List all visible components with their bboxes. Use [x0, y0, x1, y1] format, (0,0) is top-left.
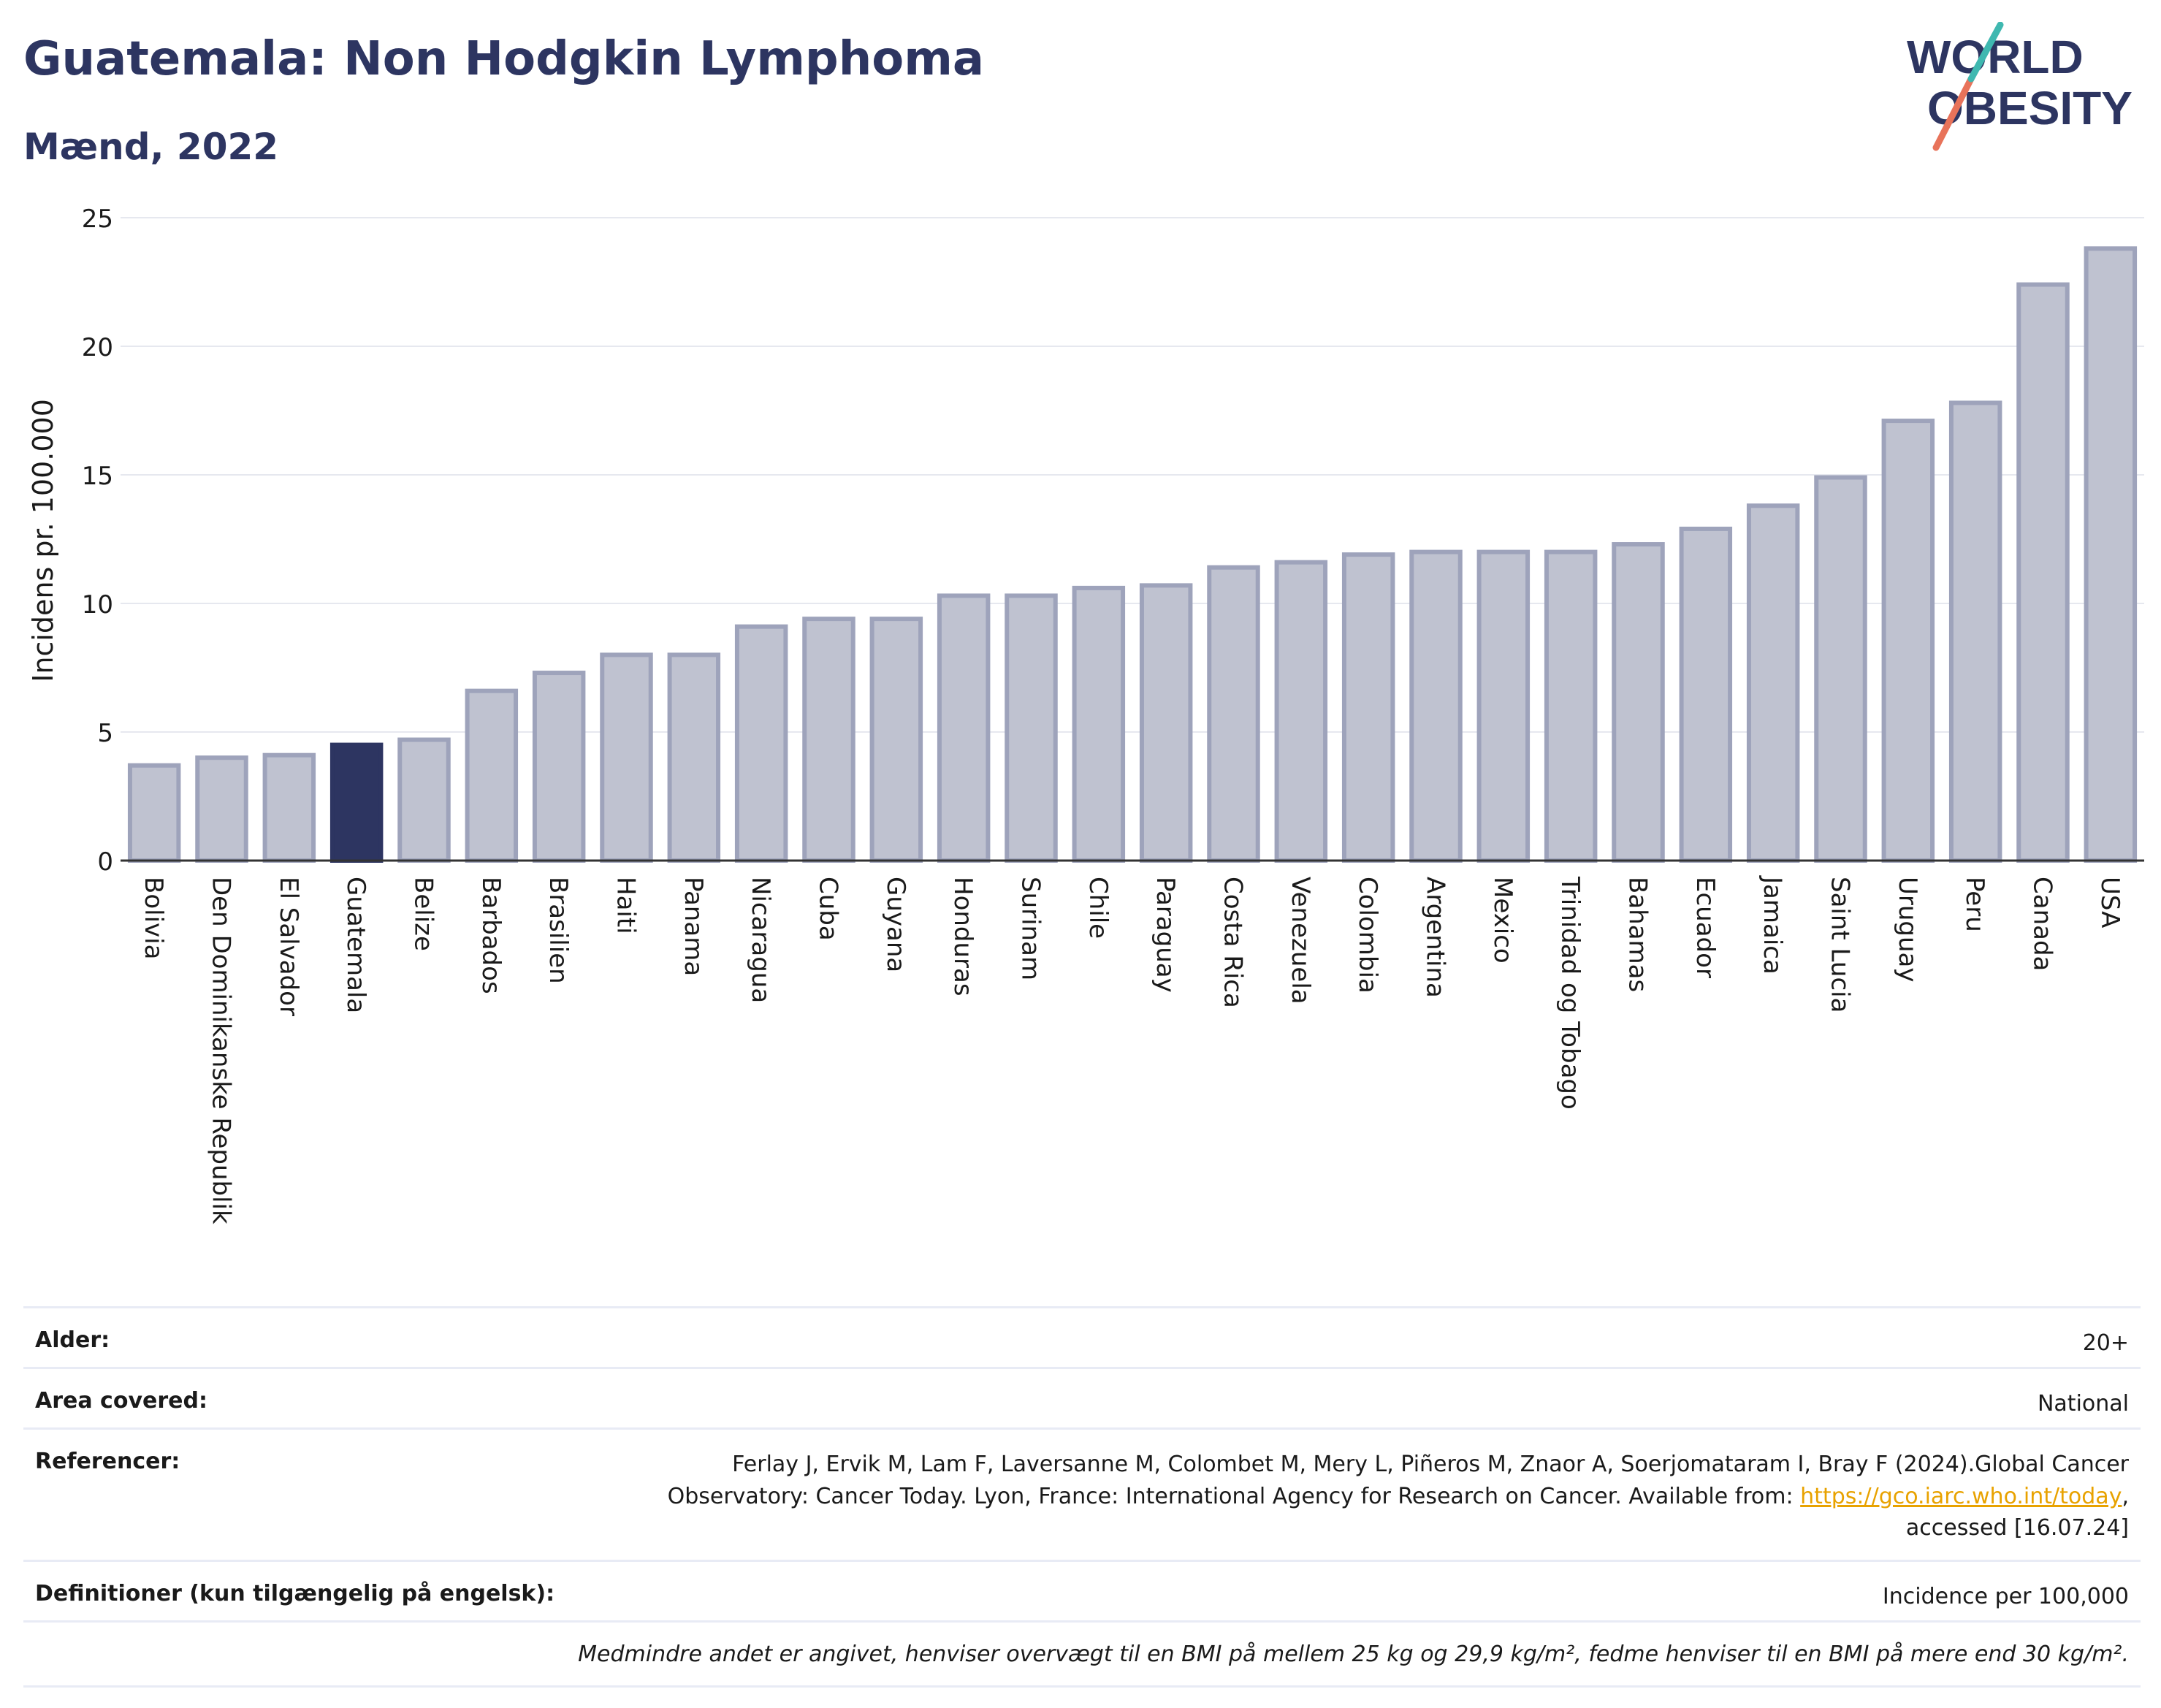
- bar-costa-rica: [1207, 565, 1260, 863]
- x-tick-label: Panama: [679, 877, 708, 976]
- world-obesity-logo: WORLD OBESITY: [1907, 22, 2133, 151]
- y-tick-label: 20: [82, 333, 113, 362]
- page-subtitle: Mænd, 2022: [23, 126, 279, 168]
- bar-honduras: [937, 593, 991, 863]
- x-tick-label: Jamaica: [1758, 875, 1787, 975]
- x-tick-label: Cuba: [814, 877, 843, 941]
- y-tick-label: 15: [82, 462, 113, 491]
- bar-surinam: [1005, 593, 1058, 863]
- x-tick-label: Honduras: [948, 877, 977, 996]
- x-tick-label: Argentina: [1421, 877, 1450, 998]
- bar-den-dominikanske-republik: [195, 755, 248, 863]
- bar-canada: [2016, 282, 2070, 863]
- bar-panama: [667, 652, 721, 863]
- x-tick-label: Saint Lucia: [1826, 877, 1855, 1013]
- bar-uruguay: [1881, 419, 1935, 863]
- x-tick-label: Bolivia: [139, 877, 168, 959]
- definitions-row: Definitioner (kun tilgængelig på engelsk…: [23, 1560, 2141, 1620]
- x-tick-label: Ecuador: [1691, 877, 1720, 978]
- bar-paraguay: [1139, 583, 1193, 863]
- x-tick-label: Mexico: [1488, 877, 1517, 964]
- reference-link[interactable]: https://gco.iarc.who.int/today: [1800, 1483, 2122, 1509]
- x-tick-label: Surinam: [1016, 877, 1045, 980]
- x-tick-label: Brasilien: [544, 877, 573, 984]
- bar-belize: [397, 737, 451, 863]
- bar-barbados: [465, 688, 519, 863]
- definitions-label: Definitioner (kun tilgængelig på engelsk…: [35, 1581, 555, 1606]
- x-tick-label: USA: [2095, 877, 2124, 928]
- y-tick-label: 5: [97, 719, 113, 748]
- bar-brasilien: [532, 671, 586, 863]
- bar-venezuela: [1274, 560, 1328, 863]
- bar-argentina: [1409, 549, 1463, 863]
- x-tick-label: Haiti: [611, 877, 641, 934]
- x-tick-label: Uruguay: [1893, 877, 1922, 983]
- x-tick-label: Belize: [409, 877, 438, 951]
- definitions-value: Incidence per 100,000: [1882, 1584, 2129, 1609]
- x-tick-label: Chile: [1083, 877, 1113, 939]
- age-label: Alder:: [35, 1327, 110, 1353]
- x-tick-label: Costa Rica: [1219, 877, 1248, 1008]
- bar-peru: [1948, 400, 2002, 863]
- bar-cuba: [802, 617, 855, 863]
- reference-line2-end: ,: [2122, 1483, 2129, 1509]
- bar-bolivia: [127, 763, 181, 863]
- references-row: Referencer: Ferlay J, Ervik M, Lam F, La…: [23, 1427, 2141, 1560]
- age-row: Alder: 20+: [23, 1306, 2141, 1367]
- note-row: Medmindre andet er angivet, henviser ove…: [23, 1620, 2141, 1688]
- x-tick-label: Peru: [1960, 877, 1989, 932]
- bar-nicaragua: [734, 624, 788, 863]
- bar-bahamas: [1612, 542, 1665, 863]
- bar-guatemala: [329, 742, 384, 863]
- x-tick-label: Den Dominikanske Republik: [207, 877, 236, 1224]
- bar-usa: [2084, 246, 2138, 863]
- x-tick-label: Bahamas: [1623, 877, 1653, 992]
- area-value: National: [2037, 1391, 2129, 1417]
- x-tick-label: Trinidad og Tobago: [1555, 876, 1585, 1110]
- y-tick-label: 10: [82, 590, 113, 619]
- reference-line3: accessed [16.07.24]: [1905, 1515, 2129, 1541]
- x-tick-label: Colombia: [1353, 877, 1382, 994]
- bar-chart: 0 5 10 15 20 25 Bolivia Den Dominikanske Republ…: [27, 205, 2144, 1224]
- reference-line1: Ferlay J, Ervik M, Lam F, Laversanne M, …: [732, 1452, 2129, 1477]
- x-tick-label: Nicaragua: [746, 877, 775, 1003]
- x-tick-label: Paraguay: [1151, 877, 1180, 993]
- bar-ecuador: [1679, 526, 1733, 863]
- y-tick-label: 25: [82, 205, 113, 234]
- area-row: Area covered: National: [23, 1367, 2141, 1427]
- references-label: Referencer:: [35, 1449, 180, 1474]
- bar-guyana: [869, 617, 923, 863]
- age-value: 20+: [2082, 1330, 2129, 1356]
- reference-line2: Observatory: Cancer Today. Lyon, France:…: [667, 1483, 1801, 1509]
- bar-haiti: [600, 652, 653, 863]
- bar-mexico: [1476, 549, 1531, 863]
- y-tick-label: 0: [97, 847, 113, 877]
- area-label: Area covered:: [35, 1388, 207, 1414]
- x-tick-label: Canada: [2028, 877, 2057, 971]
- references-value: Ferlay J, Ervik M, Lam F, Laversanne M, …: [668, 1449, 2129, 1544]
- x-tick-label: El Salvador: [274, 877, 303, 1016]
- bar-jamaica: [1746, 503, 1800, 863]
- page-title: Guatemala: Non Hodgkin Lymphoma: [23, 32, 985, 86]
- bar-trinidad-og-tobago: [1544, 549, 1598, 863]
- x-tick-label: Guyana: [881, 877, 910, 972]
- footnote: Medmindre andet er angivet, henviser ove…: [578, 1642, 2129, 1667]
- bar-chile: [1072, 585, 1126, 863]
- x-tick-label: Barbados: [476, 877, 506, 994]
- info-table: Alder: 20+ Area covered: National Refere…: [23, 1306, 2141, 1688]
- bar-el-salvador: [262, 752, 316, 863]
- bar-saint-lucia: [1814, 475, 1867, 863]
- y-axis-label: Incidens pr. 100.000: [27, 399, 59, 682]
- x-tick-label: Guatemala: [341, 877, 370, 1013]
- bar-colombia: [1341, 552, 1395, 863]
- x-tick-label: Venezuela: [1286, 877, 1315, 1004]
